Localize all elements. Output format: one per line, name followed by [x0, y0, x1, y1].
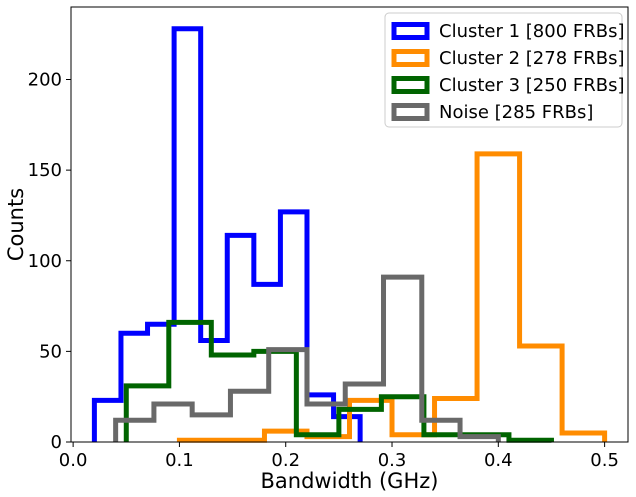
legend-swatch-1	[391, 22, 430, 40]
legend-swatch-2	[391, 49, 430, 67]
legend-label-1: Cluster 1 [800 FRBs]	[439, 21, 625, 42]
y-tick-label: 150	[28, 160, 62, 181]
x-axis-label: Bandwidth (GHz)	[261, 469, 439, 493]
histogram-series-1	[91, 26, 363, 442]
series-layer	[91, 26, 608, 443]
y-tick-label: 0	[51, 432, 62, 453]
x-tick-label: 0.3	[378, 450, 407, 471]
histogram-series-4	[113, 274, 501, 442]
x-tick-label: 0.5	[590, 450, 619, 471]
plot-area	[70, 6, 629, 443]
y-tick-label: 100	[28, 251, 62, 272]
legend-swatch-3	[391, 76, 430, 94]
legend-label-3: Cluster 3 [250 FRBs]	[439, 75, 625, 96]
axes-frame	[70, 6, 629, 443]
x-tick-label: 0.2	[271, 450, 300, 471]
legend-label-2: Cluster 2 [278 FRBs]	[439, 48, 625, 69]
y-axis-ticks: 0 50 100 150 200	[28, 70, 71, 453]
x-axis-ticks: 0.0 0.1 0.2 0.3 0.4 0.5	[59, 442, 619, 471]
y-tick-label: 200	[28, 70, 62, 91]
x-tick-label: 0.4	[484, 450, 513, 471]
legend-frame	[384, 12, 623, 128]
y-tick-label: 50	[39, 341, 62, 362]
legend: Cluster 1 [800 FRBs] Cluster 2 [278 FRBs]…	[384, 12, 625, 128]
histogram-series-2	[176, 151, 608, 443]
x-tick-label: 0.0	[59, 450, 88, 471]
x-tick-label: 0.1	[165, 450, 194, 471]
y-axis-label: Counts	[4, 188, 28, 261]
legend-swatch-4	[391, 103, 430, 121]
legend-label-4: Noise [285 FRBs]	[439, 102, 593, 123]
